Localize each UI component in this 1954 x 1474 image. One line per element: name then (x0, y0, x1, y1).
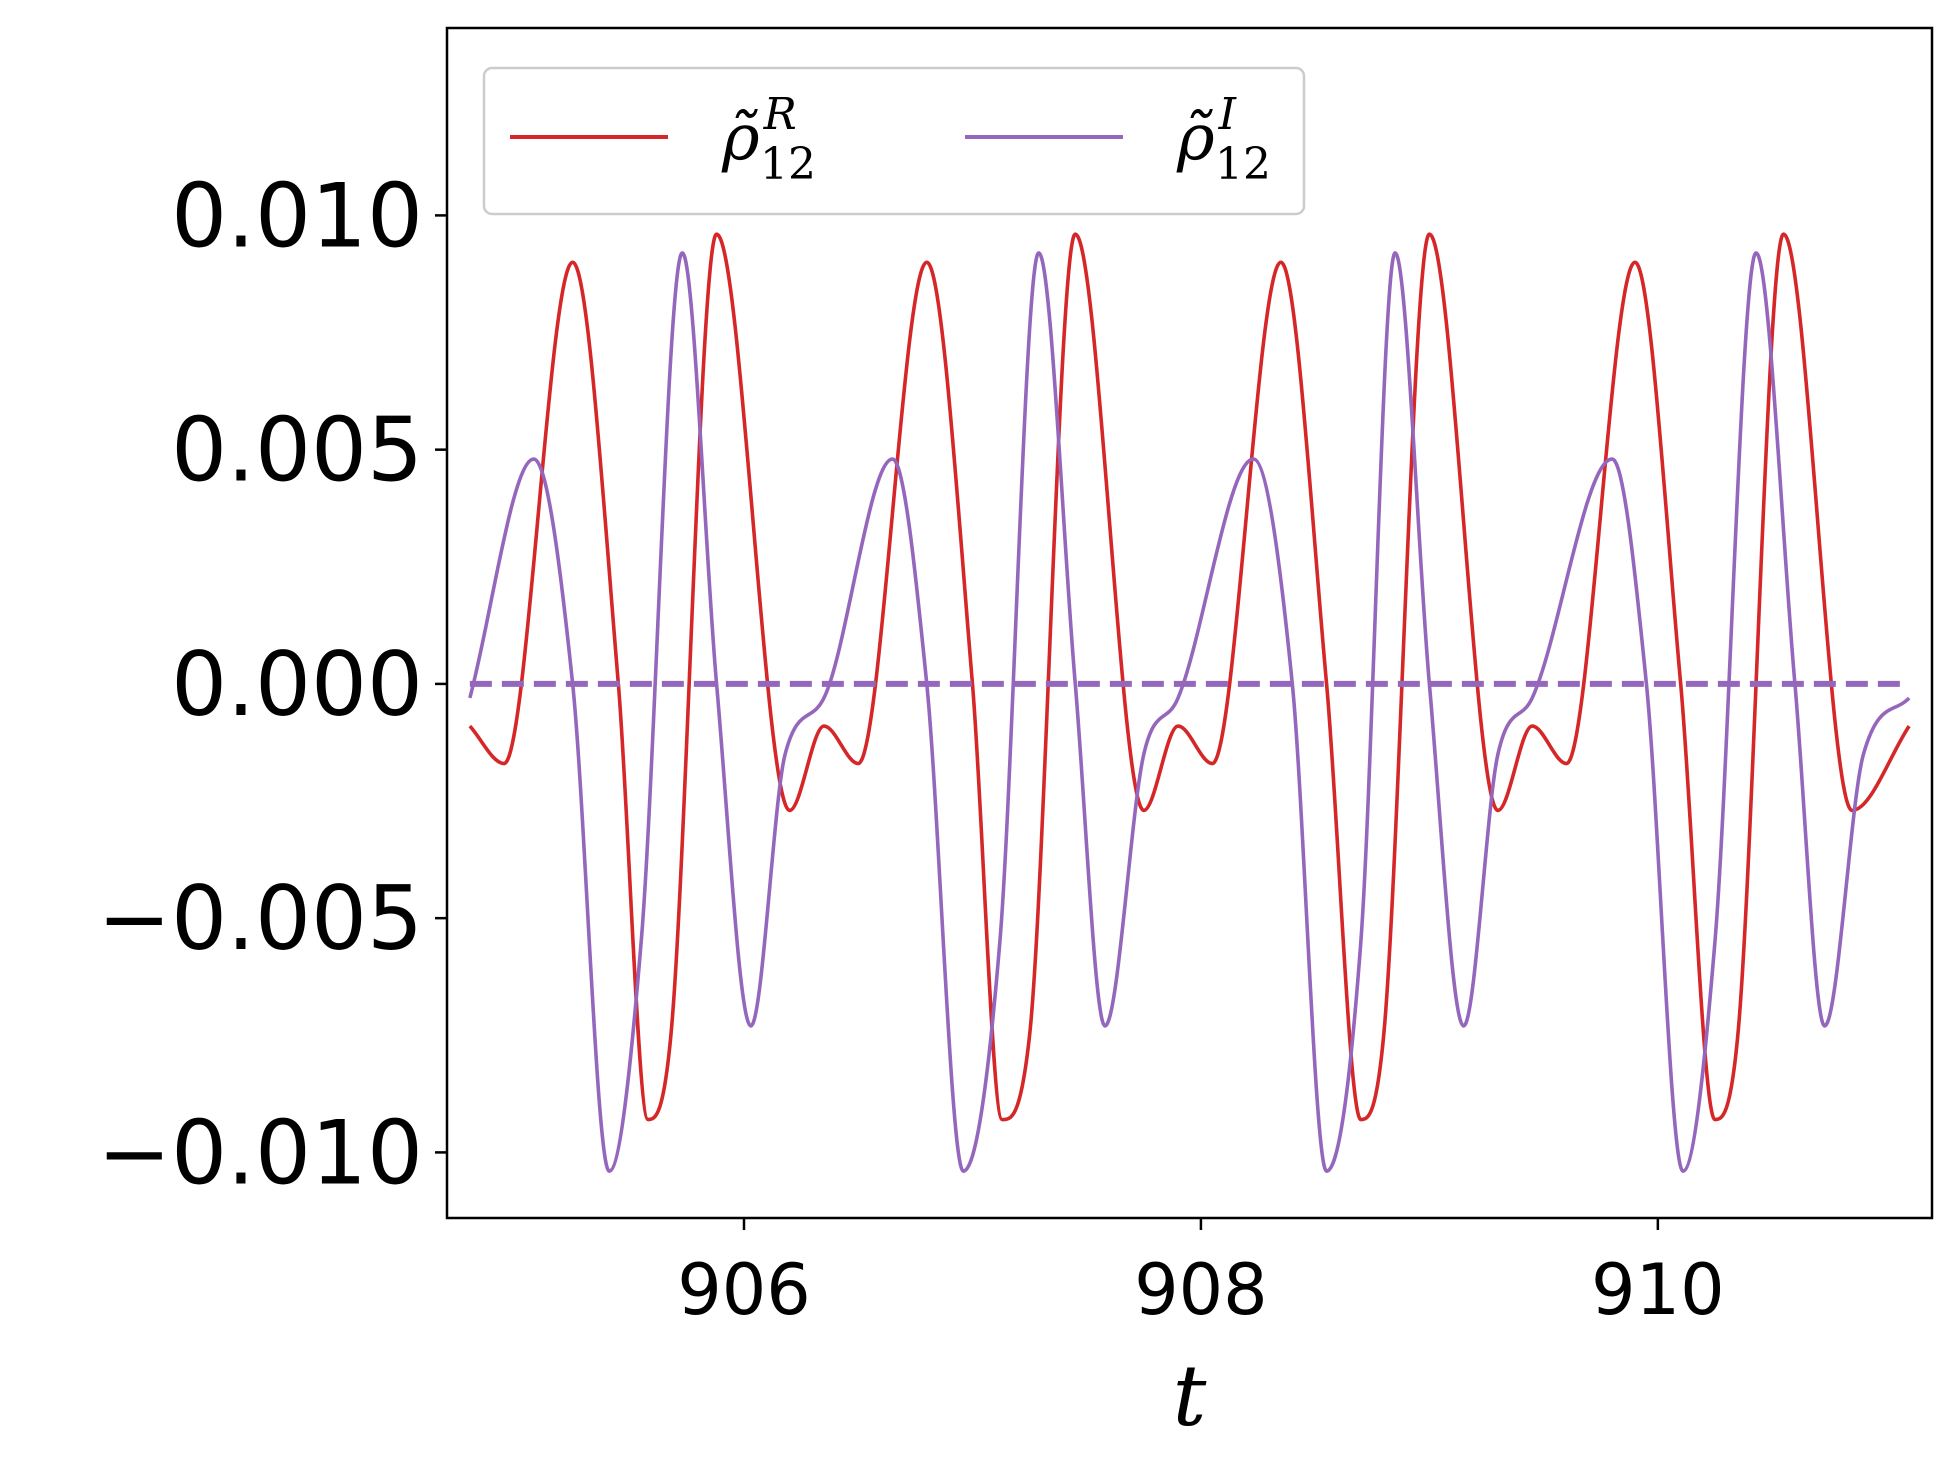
series-line-imag (468, 251, 1911, 1173)
y-axis: −0.010 −0.005 0.000 0.005 0.010 (97, 164, 447, 1204)
x-axis: 906 908 910 (677, 1218, 1725, 1331)
series-line-real (468, 232, 1911, 1122)
x-axis-title: t (1173, 1347, 1207, 1445)
y-tick-label: −0.010 (97, 1101, 423, 1204)
y-tick-label: 0.005 (171, 399, 423, 502)
legend-entry-label: ρ̃I 12 (1176, 89, 1271, 190)
y-tick-label: 0.010 (171, 164, 423, 267)
legend-entry-label: ρ̃R 12 (721, 89, 816, 190)
x-tick-label: 910 (1591, 1249, 1725, 1331)
y-tick-label: 0.000 (171, 633, 423, 736)
axes-frame (445, 26, 1934, 1220)
legend: ρ̃R 12 ρ̃I 12 (482, 66, 1306, 216)
x-tick-label: 906 (677, 1249, 811, 1331)
plot-area (468, 232, 1911, 1173)
y-tick-label: −0.005 (97, 867, 423, 970)
legend-box (482, 66, 1306, 216)
x-tick-label: 908 (1134, 1249, 1268, 1331)
